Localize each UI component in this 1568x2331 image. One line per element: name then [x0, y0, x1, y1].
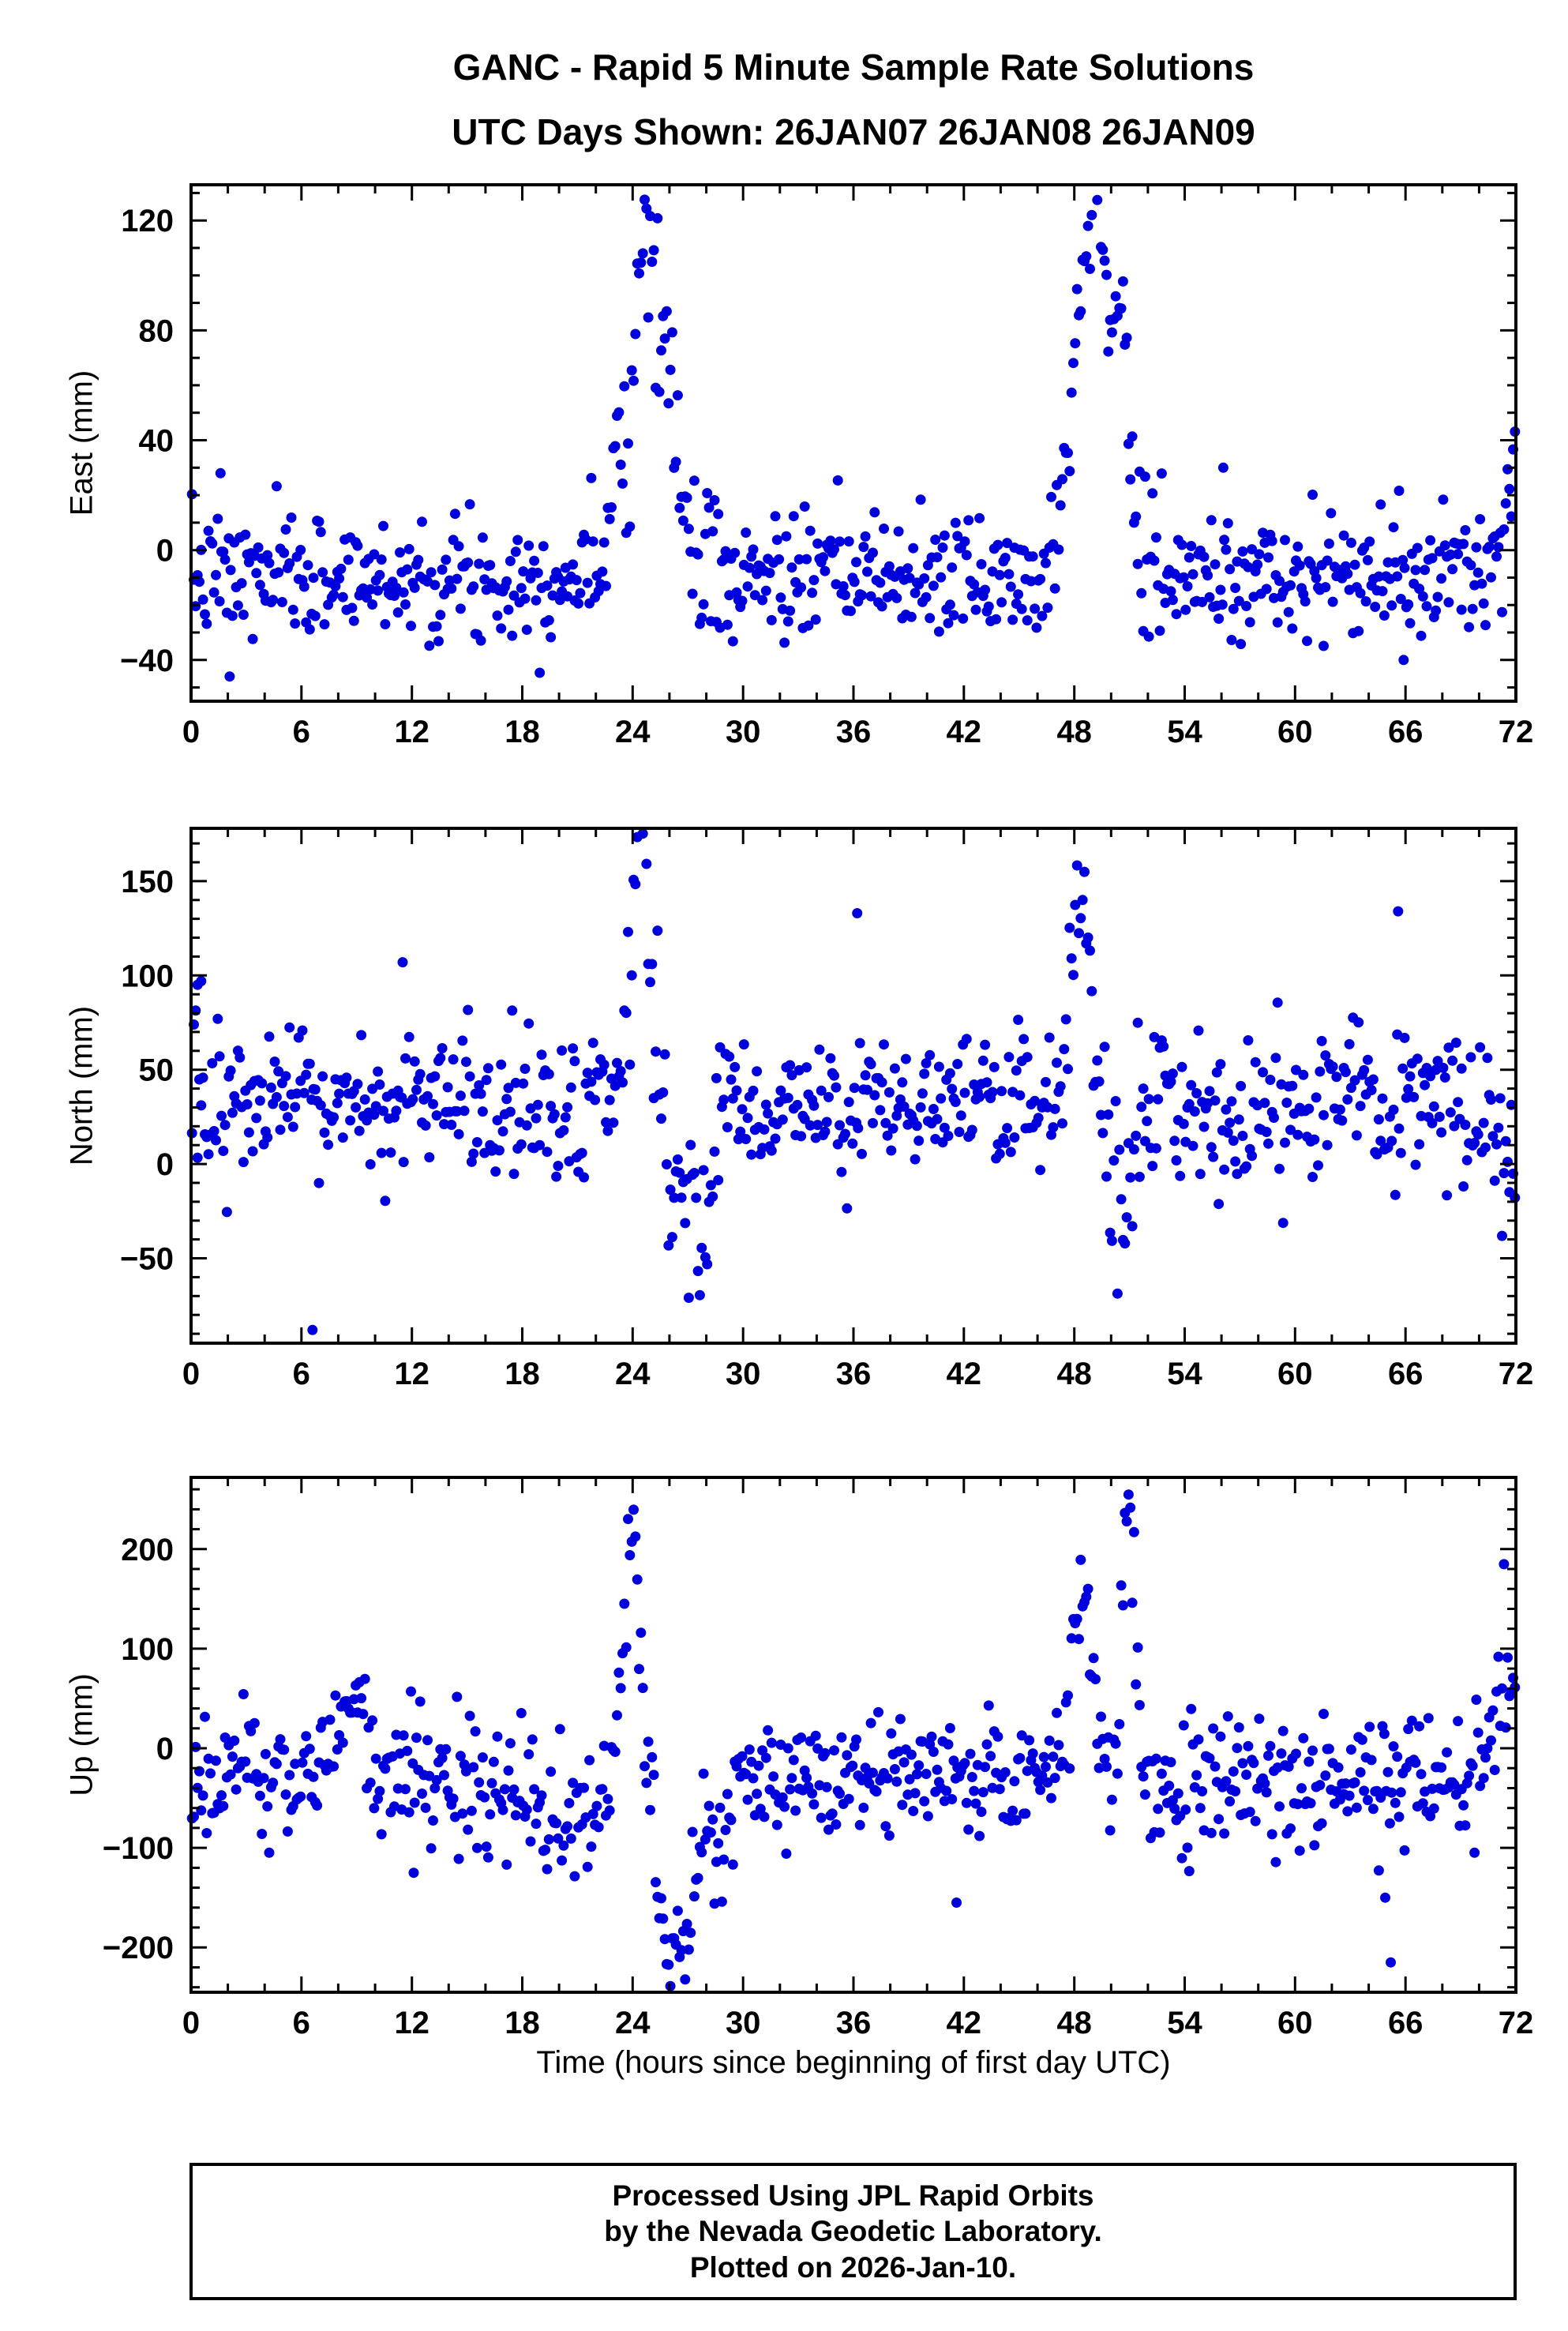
svg-text:36: 36 — [836, 2006, 872, 2040]
svg-text:66: 66 — [1388, 715, 1424, 749]
y-axis-label-east: East (mm) — [64, 370, 99, 516]
svg-text:−40: −40 — [120, 644, 174, 678]
svg-text:0: 0 — [182, 1357, 200, 1391]
svg-text:54: 54 — [1167, 715, 1202, 749]
svg-text:6: 6 — [293, 2006, 310, 2040]
footer-box: Processed Using JPL Rapid Orbits by the … — [189, 2163, 1517, 2300]
chart-title: GANC - Rapid 5 Minute Sample Rate Soluti… — [452, 47, 1255, 88]
svg-text:0: 0 — [182, 715, 200, 749]
svg-text:72: 72 — [1499, 2006, 1534, 2040]
svg-text:60: 60 — [1277, 2006, 1313, 2040]
y-axis-label-north: North (mm) — [64, 1005, 99, 1166]
svg-text:50: 50 — [139, 1053, 174, 1088]
svg-text:66: 66 — [1388, 1357, 1424, 1391]
svg-text:60: 60 — [1277, 1357, 1313, 1391]
svg-text:42: 42 — [947, 2006, 982, 2040]
svg-text:48: 48 — [1056, 1357, 1092, 1391]
y-axis-label-up: Up (mm) — [64, 1673, 99, 1796]
svg-text:12: 12 — [394, 2006, 430, 2040]
svg-text:0: 0 — [156, 1147, 174, 1182]
svg-text:24: 24 — [615, 1357, 651, 1391]
svg-text:6: 6 — [293, 715, 310, 749]
svg-text:12: 12 — [394, 1357, 430, 1391]
svg-text:48: 48 — [1056, 2006, 1092, 2040]
svg-text:60: 60 — [1277, 715, 1313, 749]
svg-text:72: 72 — [1499, 715, 1534, 749]
svg-text:100: 100 — [121, 1632, 174, 1667]
x-axis-label: Time (hours since beginning of first day… — [536, 2045, 1171, 2080]
svg-text:120: 120 — [121, 204, 174, 238]
svg-text:54: 54 — [1167, 2006, 1202, 2040]
svg-text:30: 30 — [726, 1357, 761, 1391]
svg-text:18: 18 — [505, 2006, 540, 2040]
svg-text:36: 36 — [836, 1357, 872, 1391]
svg-text:54: 54 — [1167, 1357, 1202, 1391]
svg-text:100: 100 — [121, 959, 174, 993]
svg-text:24: 24 — [615, 2006, 651, 2040]
chart-subtitle: UTC Days Shown: 26JAN07 26JAN08 26JAN09 — [452, 111, 1255, 152]
svg-text:12: 12 — [394, 715, 430, 749]
svg-text:0: 0 — [156, 534, 174, 569]
footer-line-3: Plotted on 2026-Jan-10. — [689, 2250, 1017, 2284]
svg-text:18: 18 — [505, 1357, 540, 1391]
svg-text:18: 18 — [505, 715, 540, 749]
svg-text:30: 30 — [726, 715, 761, 749]
svg-text:30: 30 — [726, 2006, 761, 2040]
svg-text:−100: −100 — [103, 1831, 174, 1866]
svg-text:0: 0 — [156, 1732, 174, 1766]
svg-text:−50: −50 — [120, 1242, 174, 1277]
svg-text:150: 150 — [121, 865, 174, 899]
svg-text:66: 66 — [1388, 2006, 1424, 2040]
footer-line-2: by the Nevada Geodetic Laboratory. — [604, 2215, 1102, 2248]
svg-text:200: 200 — [121, 1533, 174, 1567]
svg-text:48: 48 — [1056, 715, 1092, 749]
svg-text:−200: −200 — [103, 1931, 174, 1965]
svg-text:36: 36 — [836, 715, 872, 749]
svg-text:72: 72 — [1499, 1357, 1534, 1391]
svg-text:42: 42 — [947, 1357, 982, 1391]
svg-text:6: 6 — [293, 1357, 310, 1391]
svg-text:24: 24 — [615, 715, 651, 749]
footer-line-1: Processed Using JPL Rapid Orbits — [612, 2179, 1094, 2213]
svg-text:42: 42 — [947, 715, 982, 749]
svg-text:0: 0 — [182, 2006, 200, 2040]
svg-text:80: 80 — [139, 313, 174, 348]
svg-text:40: 40 — [139, 424, 174, 459]
